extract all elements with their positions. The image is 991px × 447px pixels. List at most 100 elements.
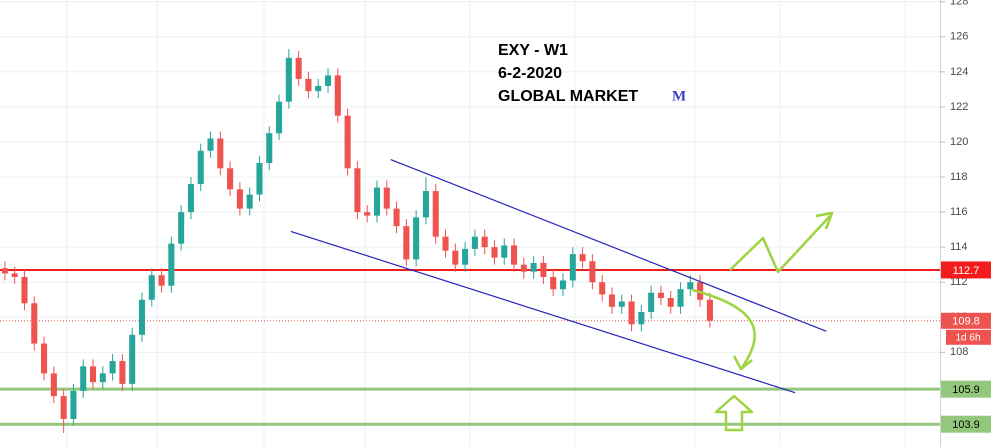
price-tag-label: 103.9 [952, 419, 980, 431]
arrow-head [732, 355, 753, 371]
price-tags: 112.7 105.9 103.9 109.8 1d 6h [941, 261, 991, 433]
candle-body [119, 361, 126, 384]
projection-arrow [729, 215, 831, 274]
candle-body [197, 150, 204, 185]
vertical-grid [66, 0, 906, 447]
candle-body [89, 366, 97, 383]
candle-body [70, 390, 77, 419]
candle-body [315, 85, 322, 92]
y-tick-label: 124 [950, 66, 968, 78]
candle-body [41, 343, 48, 374]
candle-body [138, 299, 146, 335]
price-tag-label: 109.8 [952, 316, 980, 328]
candle-body [442, 236, 449, 251]
candle-body [403, 226, 410, 260]
price-tag [941, 415, 991, 433]
candle-body [129, 334, 136, 384]
candle-body [393, 208, 400, 227]
candle-body [530, 262, 537, 272]
price-tag [941, 380, 991, 398]
price-axis [940, 0, 991, 447]
candle-body [657, 292, 664, 298]
candle-body [452, 250, 459, 265]
candle-body [462, 248, 469, 265]
price-tag-label: 105.9 [952, 384, 980, 396]
candle-body [589, 261, 596, 283]
candle-body [501, 245, 508, 258]
candle-body [295, 57, 302, 79]
grid [0, 1, 940, 353]
y-tick-label: 128 [950, 0, 968, 8]
candle-body [285, 57, 292, 102]
candle-body [60, 396, 67, 419]
candle-body [344, 115, 351, 169]
candle-body [520, 264, 527, 272]
candle-body [471, 236, 478, 249]
candle-body [354, 168, 361, 213]
candle-body [1, 268, 8, 274]
candle-body [550, 276, 557, 290]
candle-body [648, 292, 655, 313]
candle-body [236, 189, 243, 209]
up-arrow [714, 394, 754, 432]
candle-body [638, 312, 645, 325]
candle-body [187, 184, 194, 213]
candle-body [80, 366, 87, 391]
candle-body [50, 373, 57, 397]
candle-body [677, 289, 684, 307]
arrow-head [815, 211, 834, 230]
trend-lines [290, 158, 827, 394]
y-tick-label: 108 [950, 346, 968, 358]
trend-line [290, 230, 796, 394]
trend-line [390, 158, 827, 332]
candle-body [628, 301, 635, 325]
y-tick-label: 122 [950, 101, 968, 113]
candle-body [511, 245, 518, 265]
y-tick-label: 112 [950, 276, 968, 288]
price-tag-label: 112.7 [953, 265, 980, 277]
candle-body [540, 262, 547, 277]
candle-body [168, 243, 175, 286]
candle-body [364, 212, 371, 216]
candle-body [334, 75, 341, 116]
candle-body [266, 133, 273, 164]
candle-body [21, 276, 28, 304]
candle-body [579, 254, 586, 262]
annotations [691, 211, 834, 432]
candle-body [687, 282, 694, 290]
candle-body [432, 191, 439, 237]
candle-body [491, 247, 498, 258]
y-tick-label: 126 [950, 31, 968, 43]
candle-body [608, 294, 616, 307]
candle-body [276, 101, 283, 134]
candle-body [618, 301, 625, 307]
source: GLOBAL MARKET [498, 88, 638, 105]
candle-body [413, 217, 420, 260]
countdown-tag [946, 329, 991, 345]
candle-body [559, 280, 567, 290]
candle-body [305, 78, 312, 92]
logo: M [672, 88, 686, 104]
chart-title: EXY - W1 [498, 42, 568, 59]
candle-body [373, 187, 381, 216]
candle-body [178, 212, 185, 244]
candle-body [31, 303, 38, 344]
candle-body [599, 282, 606, 295]
candle-body [667, 298, 674, 307]
price-tag [941, 312, 991, 329]
candle-body [207, 138, 214, 151]
y-tick-label: 116 [950, 206, 968, 218]
candle-body [706, 299, 713, 321]
candle-body [481, 236, 488, 248]
candle-body [217, 138, 224, 169]
candle-body [569, 254, 576, 281]
candle-body [256, 163, 263, 195]
candle-body [246, 194, 253, 209]
y-ticks: 108110112114116118120122124126128 [940, 0, 968, 358]
candle-body [324, 75, 332, 86]
candle-body [99, 373, 106, 383]
candle-body [227, 168, 234, 190]
curved-arrow [691, 288, 756, 369]
candle-body [11, 273, 18, 277]
